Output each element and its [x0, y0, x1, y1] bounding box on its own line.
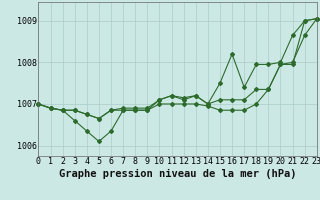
X-axis label: Graphe pression niveau de la mer (hPa): Graphe pression niveau de la mer (hPa) [59, 169, 296, 179]
